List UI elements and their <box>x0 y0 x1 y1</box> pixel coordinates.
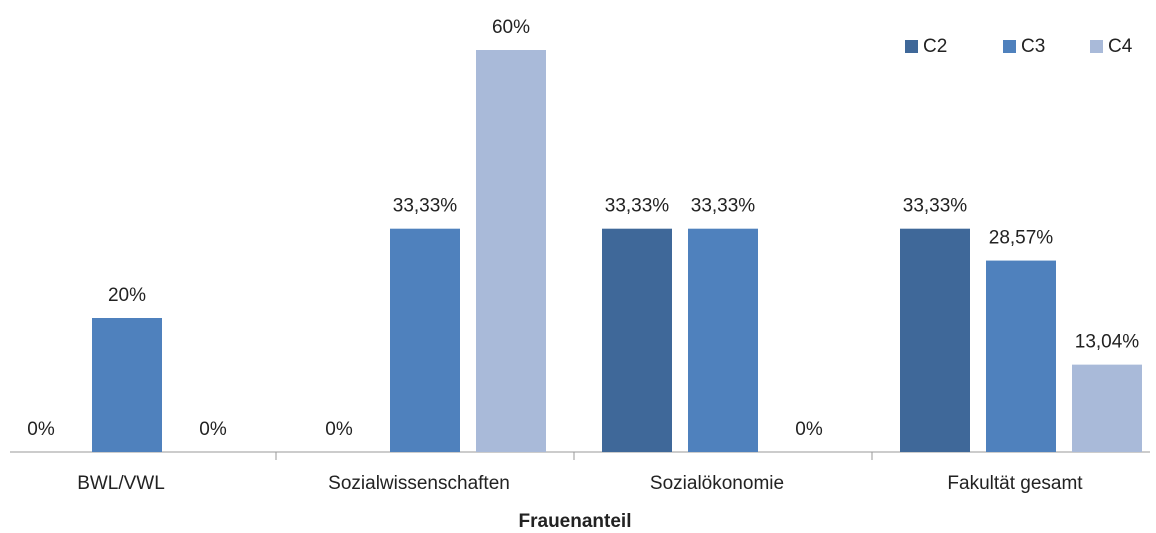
bar <box>986 260 1056 452</box>
x-tick-label: Sozialökonomie <box>650 473 784 494</box>
legend-swatch <box>1003 40 1016 53</box>
value-label: 0% <box>325 419 353 440</box>
legend-label: C2 <box>923 36 947 57</box>
value-label: 60% <box>492 17 530 38</box>
value-label: 33,33% <box>393 196 458 217</box>
value-label: 20% <box>108 285 146 306</box>
value-label: 0% <box>199 419 227 440</box>
value-label: 33,33% <box>903 196 968 217</box>
value-label: 0% <box>795 419 823 440</box>
x-tick-label: Sozialwissenschaften <box>328 473 510 494</box>
x-tick-label: BWL/VWL <box>77 473 165 494</box>
legend-label: C4 <box>1108 36 1133 57</box>
value-label: 0% <box>27 419 55 440</box>
x-axis-title: Frauenanteil <box>519 511 632 532</box>
legend-swatch <box>1090 40 1103 53</box>
x-tick-label: Fakultät gesamt <box>947 473 1083 494</box>
bar <box>688 228 758 452</box>
bar <box>1072 364 1142 452</box>
bar <box>602 228 672 452</box>
value-label: 13,04% <box>1075 332 1140 353</box>
bar <box>900 228 970 452</box>
value-label: 33,33% <box>605 196 670 217</box>
value-label: 33,33% <box>691 196 756 217</box>
legend-label: C3 <box>1021 36 1045 57</box>
legend-swatch <box>905 40 918 53</box>
value-label: 28,57% <box>989 228 1054 249</box>
bar <box>92 318 162 452</box>
bar <box>390 228 460 452</box>
bar <box>476 50 546 452</box>
